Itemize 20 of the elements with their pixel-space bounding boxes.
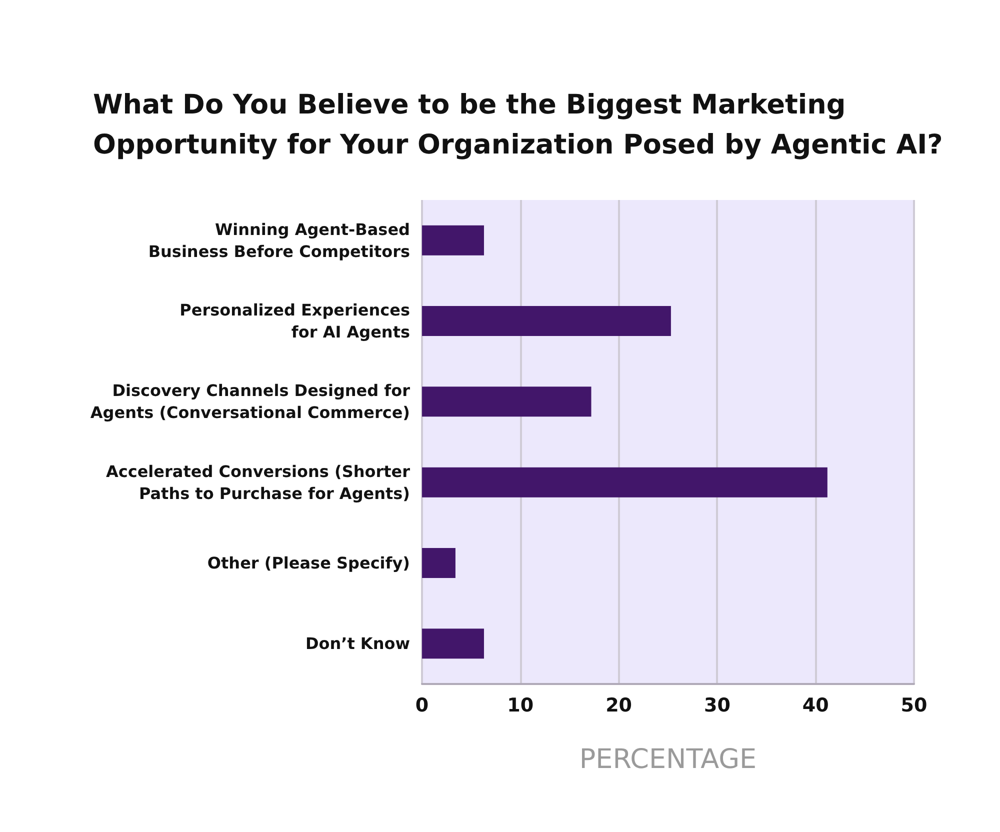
y-tick-label: Personalized Experiences for AI Agents [180,300,410,342]
bar [422,628,484,659]
bar [422,225,484,256]
bar [422,386,592,417]
y-tick-label: Discovery Channels Designed for Agents (Conversational Commerce) [90,381,410,422]
bar [422,306,671,336]
x-tick-label: 20 [606,694,632,716]
x-tick-label: 10 [507,694,534,716]
y-tick-label: Winning Agent-Based Business Before Competitors [148,220,410,261]
y-tick-label: Other (Please Specify) [207,554,410,572]
x-tick-label: 40 [802,694,829,716]
y-tick-label: Accelerated Conversions (Shorter Paths to Purchase for Agents) [106,462,410,503]
x-tick-label: 50 [900,694,928,716]
x-tick-label: 0 [415,694,429,716]
bar [422,548,456,578]
chart-title: What Do You Believe to be the Biggest Marketing Opportunity for Your Organization Posed by Agentic AI? [93,90,943,160]
x-axis-title: PERCENTAGE [579,744,757,775]
bar [422,467,828,498]
x-tick-label: 30 [704,694,730,716]
y-tick-label: Don’t Know [305,634,410,654]
